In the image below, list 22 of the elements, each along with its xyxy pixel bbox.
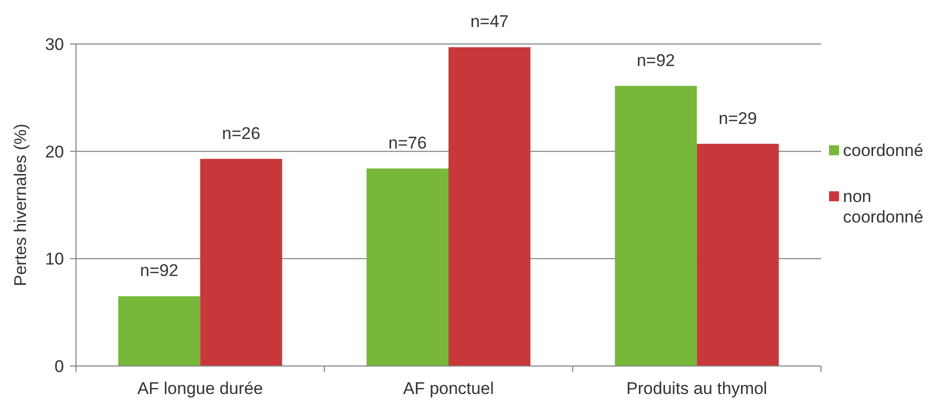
annotation: n=76 bbox=[388, 134, 427, 153]
annotation: n=92 bbox=[636, 50, 676, 70]
y-tick-label: 0 bbox=[54, 356, 64, 376]
bar bbox=[366, 168, 448, 366]
y-tick-label: 30 bbox=[45, 34, 64, 54]
legend-label: coordonné bbox=[843, 141, 924, 160]
legend-label: non coordonné bbox=[843, 187, 924, 227]
y-tick-label: 10 bbox=[45, 250, 64, 269]
x-tick-label: Produits au thymol bbox=[626, 379, 768, 398]
bar bbox=[200, 158, 282, 366]
bar bbox=[118, 296, 200, 366]
y-tick-label: 20 bbox=[45, 142, 64, 162]
bar bbox=[696, 144, 779, 366]
annotation: n=47 bbox=[470, 12, 509, 32]
x-tick-label: AF longue durée bbox=[137, 379, 264, 398]
annotation: n=92 bbox=[140, 261, 178, 280]
bar bbox=[448, 47, 530, 366]
y-axis-title: Pertes hivernales (%) bbox=[11, 124, 30, 286]
annotation: n=26 bbox=[222, 124, 260, 143]
bar bbox=[614, 86, 697, 366]
x-tick-label: AF ponctuel bbox=[403, 379, 494, 398]
annotation: n=29 bbox=[718, 108, 757, 128]
